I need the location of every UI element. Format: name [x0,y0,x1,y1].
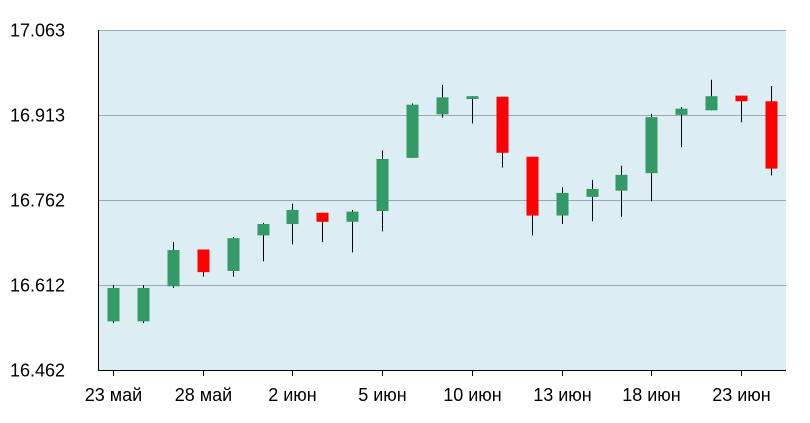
candle [735,95,748,123]
candle-body-up [167,250,180,287]
candle [197,249,210,277]
candle-body-up [376,158,389,212]
x-tick-label: 13 июн [533,385,592,405]
x-tick-label: 18 июн [622,385,681,405]
candle-body-up [615,174,628,191]
candle-body-up [466,96,479,100]
candle-body-up [286,209,299,225]
candle-body-up [705,96,718,111]
y-tick-label: 16.612 [10,276,65,296]
candle [705,79,718,111]
y-tick-label: 16.913 [10,106,65,126]
candle [167,242,180,288]
x-tick-label: 23 май [85,385,142,405]
candle-body-up [107,287,120,322]
candle [615,165,628,217]
candle [496,96,509,168]
candle-body-down [496,96,509,153]
candle-body-up [406,104,419,158]
candle-body-up [257,224,270,236]
candle-body-down [765,101,778,169]
x-tick-label: 2 июн [268,385,317,405]
candle-body-up [227,238,240,271]
candle [286,203,299,245]
candle-body-up [346,211,359,222]
candle-body-down [197,249,210,273]
candle [316,212,329,243]
candle-body-up [436,97,449,115]
candle [137,285,150,324]
y-tick-label: 16.462 [10,361,65,381]
axes: 17.063 16.913 16.762 16.612 16.462 23 май 28 м… [10,21,786,405]
candle [227,237,240,277]
x-tick-label: 28 май [175,385,232,405]
candle [107,285,120,324]
candle [526,156,539,236]
candle-body-up [137,287,150,322]
candle-body-up [556,192,569,216]
candle [765,86,778,176]
candle [346,209,359,253]
candles [107,79,778,324]
x-tick-label: 10 июн [443,385,502,405]
candle [436,84,449,118]
candle [586,179,599,222]
candle-body-up [645,117,658,174]
y-tick-label: 16.762 [10,191,65,211]
candle [645,113,658,202]
candle-body-down [526,156,539,216]
candle-body-up [586,188,599,197]
candle [675,106,688,148]
candle-body-down [316,212,329,222]
y-tick-label: 17.063 [10,21,65,41]
candle [406,103,419,158]
candle [466,96,479,124]
candle [556,187,569,225]
x-tick-label: 23 июн [712,385,771,405]
candle-body-down [735,95,748,102]
candle-body-up [675,108,688,115]
candle [257,222,270,262]
x-tick-label: 5 июн [358,385,407,405]
candle [376,150,389,232]
